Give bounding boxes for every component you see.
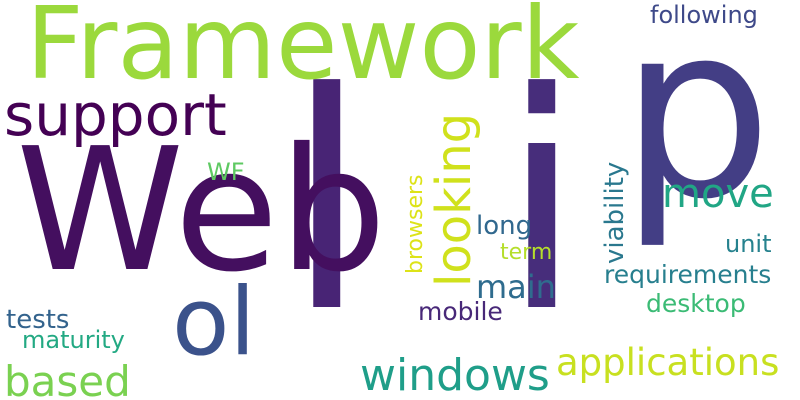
word-p: p bbox=[620, 0, 773, 252]
word-l: l bbox=[285, 29, 369, 378]
word-viability: viability bbox=[600, 161, 630, 264]
word-long: long bbox=[476, 211, 533, 241]
word-main: main bbox=[476, 268, 556, 306]
word-desktop: desktop bbox=[646, 289, 746, 318]
word-mobile: mobile bbox=[418, 297, 503, 326]
word-i: i bbox=[500, 29, 584, 378]
word-looking: looking bbox=[426, 112, 482, 287]
word-following: following bbox=[650, 1, 758, 29]
word-wf: WF bbox=[207, 158, 245, 186]
word-framework: Framework bbox=[26, 0, 580, 102]
word-web: Web bbox=[16, 112, 387, 310]
word-move: move bbox=[662, 171, 774, 217]
word-requirements: requirements bbox=[604, 260, 772, 289]
word-ol: ol bbox=[172, 268, 256, 377]
word-windows: windows bbox=[360, 350, 550, 400]
word-maturity: maturity bbox=[22, 326, 125, 354]
word-based: based bbox=[4, 357, 131, 400]
word-applications: applications bbox=[556, 341, 780, 384]
word-tests: tests bbox=[6, 305, 70, 335]
word-term: term bbox=[500, 240, 553, 265]
word-support: support bbox=[4, 81, 227, 149]
word-browsers: browsers bbox=[403, 174, 428, 274]
word-unit: unit bbox=[725, 230, 772, 258]
